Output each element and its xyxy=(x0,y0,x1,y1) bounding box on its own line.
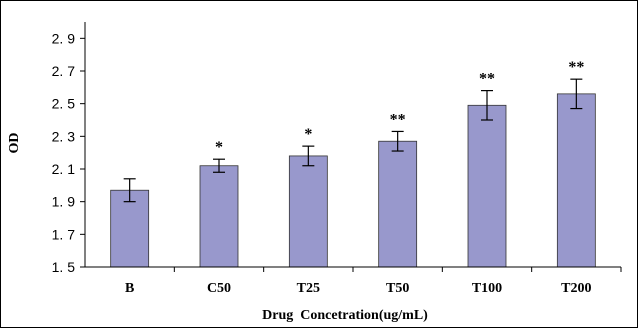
y-tick-label: 2. 1 xyxy=(52,161,76,177)
bar xyxy=(199,165,239,268)
y-tick-label: 2. 9 xyxy=(52,30,76,46)
bar-series xyxy=(110,93,596,268)
significance-label: ** xyxy=(568,59,584,76)
significance-markers: ******** xyxy=(215,59,584,156)
y-tick-label: 2. 7 xyxy=(52,63,76,79)
x-category-label: B xyxy=(125,281,134,296)
bar xyxy=(556,93,596,268)
y-axis-ticks: 1. 5 1. 7 1. 9 2. 1 2. 3 2. 5 2. 7 2. 9 xyxy=(52,30,85,275)
bar xyxy=(110,189,150,268)
bar xyxy=(378,140,418,268)
x-axis-title: Drug Concetration(ug/mL) xyxy=(262,308,428,323)
significance-label: ** xyxy=(479,71,495,88)
significance-label: ** xyxy=(390,111,406,128)
y-tick-label: 1. 9 xyxy=(52,194,76,210)
x-category-label: T25 xyxy=(297,281,320,296)
y-tick-label: 2. 3 xyxy=(52,128,76,144)
x-category-label: T200 xyxy=(561,281,591,296)
y-tick-label: 2. 5 xyxy=(52,96,76,112)
x-category-label: T50 xyxy=(386,281,409,296)
error-bars xyxy=(123,78,583,203)
y-axis-title: OD xyxy=(7,133,22,154)
significance-label: * xyxy=(304,126,312,143)
x-category-label: T100 xyxy=(472,281,502,296)
bar xyxy=(288,155,328,268)
y-tick-label: 1. 5 xyxy=(52,259,76,275)
x-axis-categories: B C50 T25 T50 T100 T200 xyxy=(125,267,622,296)
bar xyxy=(467,104,507,268)
y-tick-label: 1. 7 xyxy=(52,226,76,242)
significance-label: * xyxy=(215,139,223,156)
x-category-label: C50 xyxy=(207,281,231,296)
